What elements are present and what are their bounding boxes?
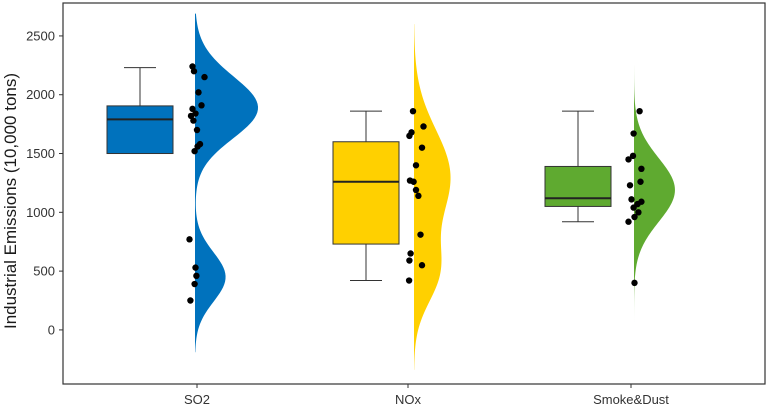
data-point — [630, 130, 637, 137]
data-point — [631, 213, 638, 221]
box — [332, 141, 400, 245]
data-point — [195, 89, 202, 96]
data-point — [190, 117, 197, 124]
y-axis-label: Industrial Emissions (10,000 tons) — [1, 73, 20, 329]
data-point — [420, 123, 427, 130]
data-point — [405, 277, 413, 284]
data-point — [410, 178, 417, 185]
data-point — [406, 132, 413, 140]
data-point — [626, 182, 634, 189]
data-point — [417, 231, 424, 238]
group-nox: NOx — [332, 24, 451, 407]
data-point — [630, 204, 637, 211]
data-point — [635, 209, 642, 216]
data-point — [187, 112, 195, 120]
data-point — [406, 257, 413, 264]
data-point — [186, 236, 193, 243]
data-point — [418, 262, 426, 269]
density-half-violin — [634, 65, 675, 328]
data-point — [407, 250, 414, 257]
data-point — [191, 280, 198, 288]
data-point — [191, 147, 198, 155]
data-point — [637, 178, 644, 185]
x-tick-label: NOx — [395, 392, 422, 407]
box — [544, 165, 612, 207]
y-tick-label: 500 — [33, 264, 55, 279]
data-point — [625, 156, 632, 163]
data-point — [412, 186, 420, 194]
data-point — [412, 162, 420, 169]
data-point — [415, 192, 422, 200]
data-point — [189, 105, 196, 113]
data-point — [194, 143, 201, 150]
x-tick-label: SO2 — [184, 392, 210, 407]
y-tick-label: 2000 — [26, 87, 55, 102]
data-point — [198, 102, 205, 109]
y-tick-label: 2500 — [26, 28, 55, 43]
data-point — [201, 73, 208, 81]
data-point — [628, 196, 635, 203]
data-point — [629, 152, 637, 160]
data-point — [638, 165, 645, 173]
data-point — [187, 297, 194, 304]
data-point — [636, 107, 643, 115]
y-tick-label: 1000 — [26, 205, 55, 220]
x-tick-label: Smoke&Dust — [593, 392, 669, 407]
y-tick-label: 0 — [48, 322, 55, 337]
data-point — [192, 264, 199, 271]
density-half-violin — [414, 24, 451, 370]
density-half-violin — [195, 13, 258, 353]
data-point — [625, 218, 632, 225]
y-tick-label: 1500 — [26, 146, 55, 161]
data-point — [631, 279, 638, 287]
data-point — [193, 126, 201, 134]
plot-panel-border — [62, 2, 766, 385]
data-point — [409, 107, 417, 115]
group-so2: SO2 — [106, 13, 258, 407]
data-point — [193, 272, 200, 280]
group-smoke-dust: Smoke&Dust — [544, 65, 675, 407]
data-point — [418, 144, 426, 151]
data-point — [190, 68, 198, 75]
box — [106, 105, 174, 155]
